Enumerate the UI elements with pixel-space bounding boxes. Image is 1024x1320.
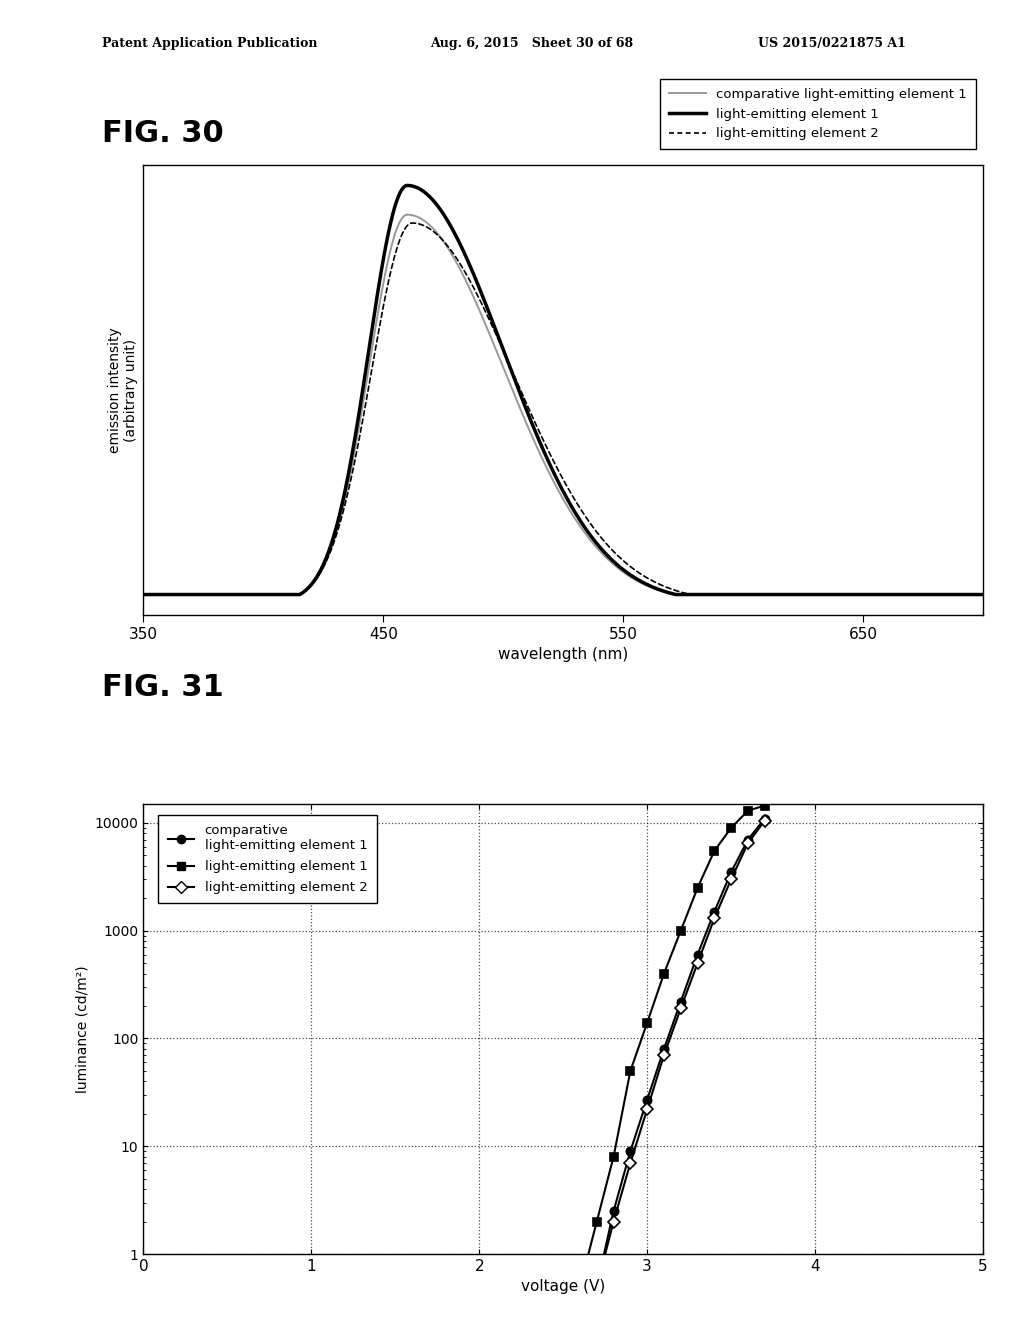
Y-axis label: luminance (cd/m²): luminance (cd/m²) (75, 965, 89, 1093)
Text: Aug. 6, 2015   Sheet 30 of 68: Aug. 6, 2015 Sheet 30 of 68 (430, 37, 633, 50)
Text: US 2015/0221875 A1: US 2015/0221875 A1 (758, 37, 905, 50)
Legend: comparative
light-emitting element 1, light-emitting element 1, light-emitting e: comparative light-emitting element 1, li… (159, 814, 377, 903)
Text: FIG. 31: FIG. 31 (102, 673, 224, 702)
X-axis label: voltage (V): voltage (V) (521, 1279, 605, 1295)
X-axis label: wavelength (nm): wavelength (nm) (498, 647, 629, 663)
Text: FIG. 30: FIG. 30 (102, 119, 224, 148)
Legend: comparative light-emitting element 1, light-emitting element 1, light-emitting e: comparative light-emitting element 1, li… (659, 79, 977, 149)
Y-axis label: emission intensity
(arbitrary unit): emission intensity (arbitrary unit) (108, 327, 138, 453)
Text: Patent Application Publication: Patent Application Publication (102, 37, 317, 50)
